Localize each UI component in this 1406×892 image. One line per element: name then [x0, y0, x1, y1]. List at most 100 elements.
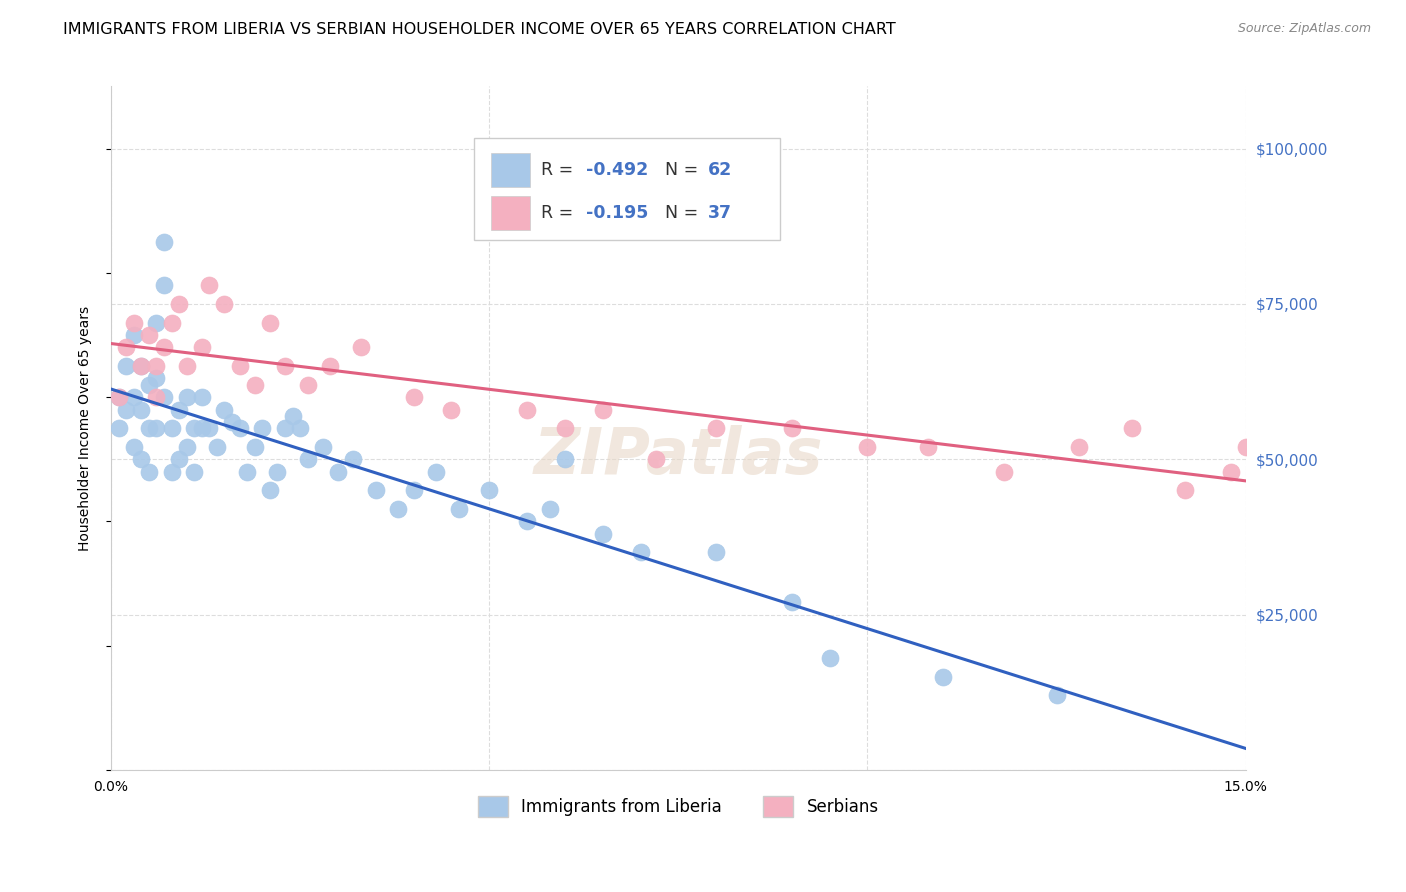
Point — [183, 421, 205, 435]
Point — [592, 526, 614, 541]
Text: IMMIGRANTS FROM LIBERIA VS SERBIAN HOUSEHOLDER INCOME OVER 65 YEARS CORRELATION : IMMIGRANTS FROM LIBERIA VS SERBIAN HOUSE… — [63, 22, 896, 37]
Point — [387, 502, 409, 516]
Point — [274, 359, 297, 373]
Point — [266, 465, 288, 479]
Point — [440, 402, 463, 417]
Point — [425, 465, 447, 479]
Point — [129, 359, 152, 373]
Point — [115, 402, 138, 417]
Y-axis label: Householder Income Over 65 years: Householder Income Over 65 years — [79, 306, 93, 550]
Point — [1121, 421, 1143, 435]
Point — [115, 359, 138, 373]
Point — [288, 421, 311, 435]
Point — [516, 515, 538, 529]
Point — [153, 235, 176, 249]
Point — [259, 316, 281, 330]
Point — [115, 340, 138, 354]
Point — [205, 440, 228, 454]
Point — [297, 377, 319, 392]
Point — [402, 483, 425, 498]
Point — [122, 390, 145, 404]
Point — [214, 297, 236, 311]
Point — [145, 390, 167, 404]
Text: -0.492: -0.492 — [586, 161, 648, 178]
FancyBboxPatch shape — [491, 153, 530, 186]
Text: R =: R = — [541, 204, 579, 222]
Point — [167, 452, 190, 467]
Point — [138, 328, 160, 343]
Point — [818, 651, 841, 665]
Point — [243, 440, 266, 454]
Point — [176, 440, 198, 454]
Point — [364, 483, 387, 498]
Point — [122, 316, 145, 330]
Point — [129, 402, 152, 417]
Point — [281, 409, 304, 423]
Text: -0.195: -0.195 — [586, 204, 648, 222]
Point — [191, 421, 214, 435]
Point — [1234, 440, 1257, 454]
Point — [221, 415, 243, 429]
Point — [228, 421, 250, 435]
Point — [326, 465, 349, 479]
Point — [1045, 689, 1067, 703]
Text: N =: N = — [655, 204, 704, 222]
Point — [932, 670, 955, 684]
Point — [138, 465, 160, 479]
Point — [176, 359, 198, 373]
Text: ZIPatlas: ZIPatlas — [533, 425, 823, 486]
Point — [107, 390, 129, 404]
Point — [259, 483, 281, 498]
Point — [214, 402, 236, 417]
Point — [538, 502, 561, 516]
Point — [198, 278, 221, 293]
Point — [447, 502, 470, 516]
Point — [122, 328, 145, 343]
Point — [122, 440, 145, 454]
Point — [402, 390, 425, 404]
Point — [630, 545, 652, 559]
Point — [780, 595, 803, 609]
Point — [780, 421, 803, 435]
Point — [297, 452, 319, 467]
Point — [167, 402, 190, 417]
Point — [993, 465, 1015, 479]
Point — [145, 371, 167, 385]
Point — [129, 359, 152, 373]
Point — [592, 402, 614, 417]
Point — [1069, 440, 1091, 454]
Point — [252, 421, 274, 435]
Point — [145, 316, 167, 330]
Point — [228, 359, 250, 373]
Point — [145, 421, 167, 435]
Point — [274, 421, 297, 435]
Text: 62: 62 — [707, 161, 733, 178]
Point — [153, 340, 176, 354]
Point — [554, 452, 576, 467]
FancyBboxPatch shape — [491, 196, 530, 229]
Point — [554, 421, 576, 435]
Point — [160, 316, 183, 330]
Text: 37: 37 — [707, 204, 733, 222]
Point — [1219, 465, 1241, 479]
Point — [160, 465, 183, 479]
Point — [191, 390, 214, 404]
Point — [349, 340, 371, 354]
Point — [176, 390, 198, 404]
Text: N =: N = — [655, 161, 704, 178]
FancyBboxPatch shape — [474, 137, 780, 240]
Point — [516, 402, 538, 417]
Point — [145, 359, 167, 373]
Point — [1174, 483, 1197, 498]
Point — [236, 465, 259, 479]
Point — [107, 421, 129, 435]
Point — [198, 421, 221, 435]
Point — [153, 278, 176, 293]
Point — [644, 452, 666, 467]
Point — [342, 452, 364, 467]
Point — [138, 421, 160, 435]
Point — [191, 340, 214, 354]
Point — [243, 377, 266, 392]
Point — [856, 440, 879, 454]
Point — [183, 465, 205, 479]
